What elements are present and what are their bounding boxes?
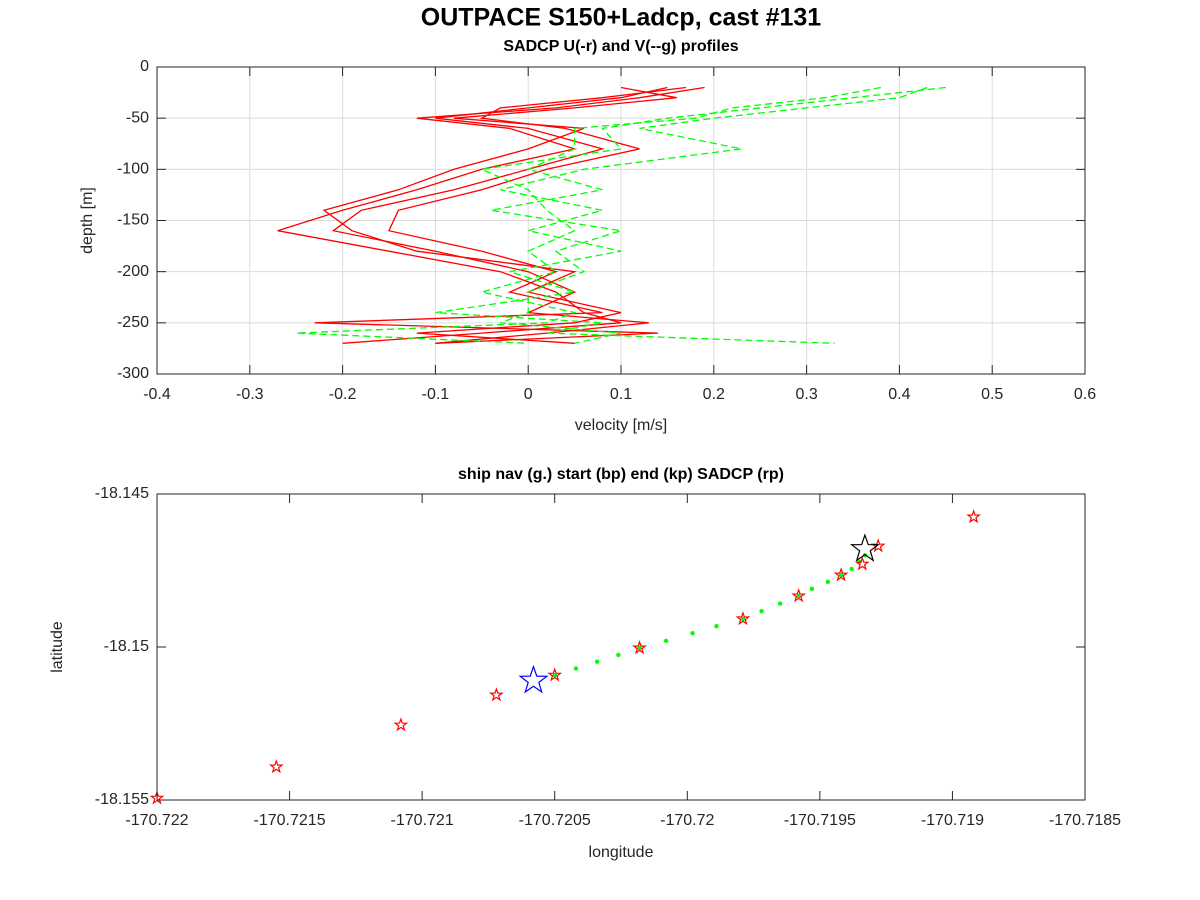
- star-marker: [849, 533, 880, 562]
- star-marker: [966, 509, 982, 524]
- nav-point: [637, 645, 642, 651]
- x-tick-label: 0.6: [1074, 386, 1096, 403]
- star-marker: [833, 567, 849, 582]
- chart-title: ship nav (g.) start (bp) end (kp) SADCP …: [458, 466, 784, 483]
- y-tick-label: -250: [117, 314, 149, 331]
- plot-area: [157, 494, 1085, 800]
- nav-point: [809, 586, 815, 592]
- x-tick-label: 0.1: [610, 386, 632, 403]
- x-tick-label: -0.4: [143, 386, 171, 403]
- y-axis-label: latitude: [49, 621, 66, 673]
- x-tick-label: -170.72: [660, 812, 714, 829]
- nav-point: [690, 631, 695, 636]
- y-tick-label: 0: [140, 58, 149, 75]
- nav-point: [714, 623, 719, 629]
- x-tick-label: -0.3: [236, 386, 264, 403]
- axes-box: [156, 66, 1086, 375]
- nav-point: [663, 638, 669, 644]
- profile-line: [331, 86, 668, 344]
- nav-point: [594, 659, 600, 664]
- x-tick-label: -170.7205: [519, 812, 591, 829]
- y-tick-label: -18.15: [104, 638, 149, 655]
- nav-point: [616, 652, 621, 658]
- y-tick-label: -50: [126, 109, 149, 126]
- nav-point: [740, 616, 746, 622]
- star-marker: [149, 790, 165, 805]
- nav-point: [849, 566, 854, 572]
- x-tick-label: -170.721: [391, 812, 454, 829]
- y-tick-label: -100: [117, 161, 149, 178]
- x-tick-label: -170.7215: [254, 812, 326, 829]
- star-marker: [488, 687, 504, 702]
- profile-line: [322, 86, 677, 344]
- x-tick-label: 0.2: [703, 386, 725, 403]
- star-marker: [268, 759, 284, 774]
- profile-line: [490, 86, 881, 344]
- star-marker: [791, 588, 807, 603]
- axes-box: [156, 493, 1086, 801]
- y-tick-label: -300: [117, 365, 149, 382]
- figure-title: OUTPACE S150+Ladcp, cast #131: [421, 4, 822, 32]
- profile-line: [296, 86, 946, 344]
- y-tick-label: -18.145: [95, 485, 149, 502]
- x-tick-label: -170.719: [921, 812, 984, 829]
- star-marker: [632, 640, 648, 655]
- x-tick-label: 0.4: [888, 386, 910, 403]
- x-tick-label: -0.2: [329, 386, 357, 403]
- x-tick-label: -170.722: [125, 812, 188, 829]
- star-marker: [393, 717, 409, 732]
- nav-point: [759, 608, 764, 614]
- x-tick-label: 0: [524, 386, 533, 403]
- star-marker: [518, 664, 549, 694]
- star-marker: [547, 667, 563, 682]
- nav-point: [552, 672, 557, 678]
- nav-point: [825, 579, 831, 585]
- nav-point: [573, 666, 579, 671]
- nav-point: [796, 593, 801, 599]
- y-tick-label: -200: [117, 263, 149, 280]
- y-tick-label: -18.155: [95, 791, 149, 808]
- nav-point: [777, 601, 783, 606]
- y-axis-label: depth [m]: [79, 187, 96, 254]
- x-tick-label: -0.1: [422, 386, 450, 403]
- y-tick-label: -150: [117, 212, 149, 229]
- chart-title: SADCP U(-r) and V(--g) profiles: [503, 38, 738, 55]
- nav-point: [838, 572, 844, 578]
- x-tick-label: -170.7195: [784, 812, 856, 829]
- x-tick-label: 0.3: [795, 386, 817, 403]
- x-tick-label: 0.5: [981, 386, 1003, 403]
- star-marker: [854, 556, 870, 571]
- x-axis-label: longitude: [589, 844, 654, 861]
- x-tick-label: -170.7185: [1049, 812, 1121, 829]
- star-marker: [735, 611, 751, 626]
- x-axis-label: velocity [m/s]: [575, 417, 667, 434]
